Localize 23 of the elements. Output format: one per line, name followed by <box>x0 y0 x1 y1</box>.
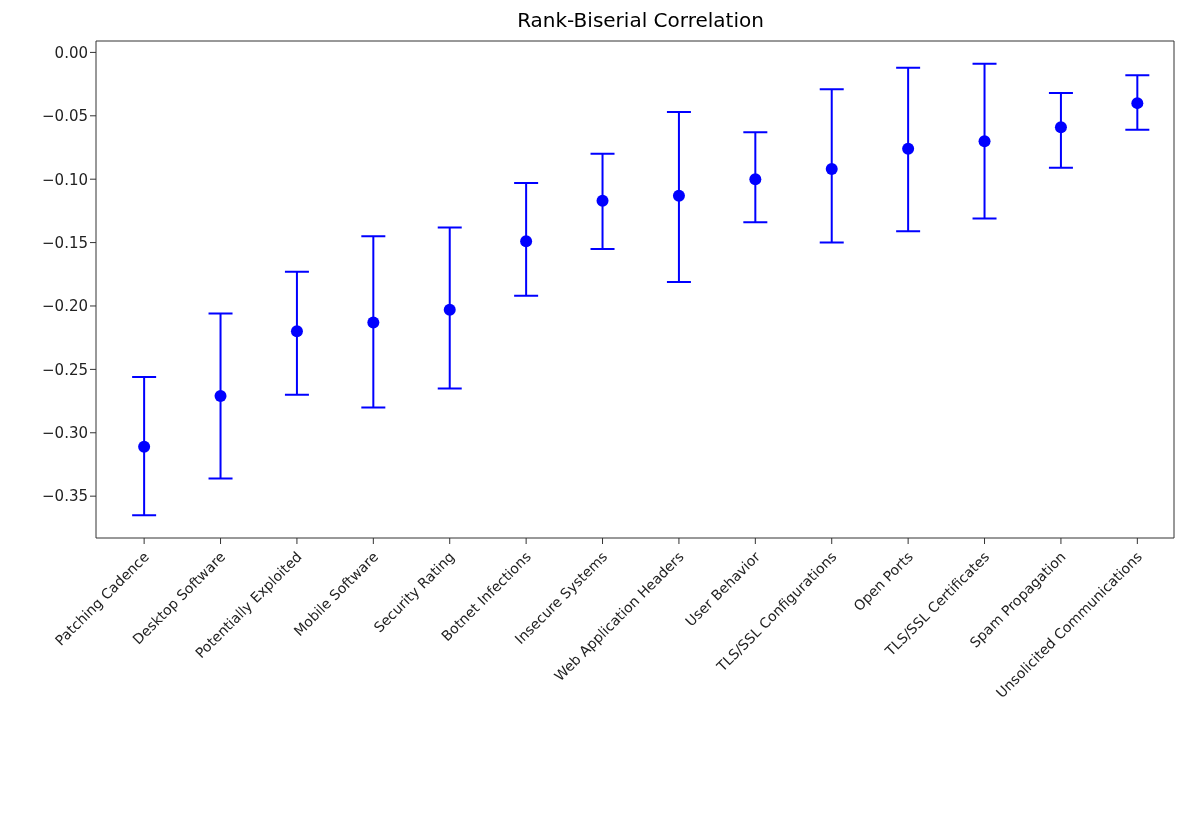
y-tick-label: −0.35 <box>42 487 88 506</box>
y-tick-label: −0.15 <box>42 233 88 252</box>
point <box>596 194 609 207</box>
point <box>1054 121 1067 134</box>
point <box>214 390 227 402</box>
point <box>978 135 991 148</box>
point <box>520 235 533 248</box>
point <box>825 163 838 176</box>
point <box>749 173 762 186</box>
point <box>443 303 456 316</box>
y-tick-label: −0.20 <box>42 297 88 316</box>
y-tick-label: 0.00 <box>54 43 88 62</box>
point <box>290 325 303 338</box>
point <box>138 440 151 453</box>
point <box>672 189 685 202</box>
point <box>367 316 380 329</box>
y-tick-label: −0.25 <box>42 360 88 379</box>
chart-title: Rank-Biserial Correlation <box>516 8 765 32</box>
y-tick-label: −0.10 <box>42 170 88 189</box>
point <box>902 142 915 155</box>
point <box>1131 97 1144 110</box>
y-tick-label: −0.05 <box>42 107 88 126</box>
y-tick-label: −0.30 <box>42 424 88 443</box>
